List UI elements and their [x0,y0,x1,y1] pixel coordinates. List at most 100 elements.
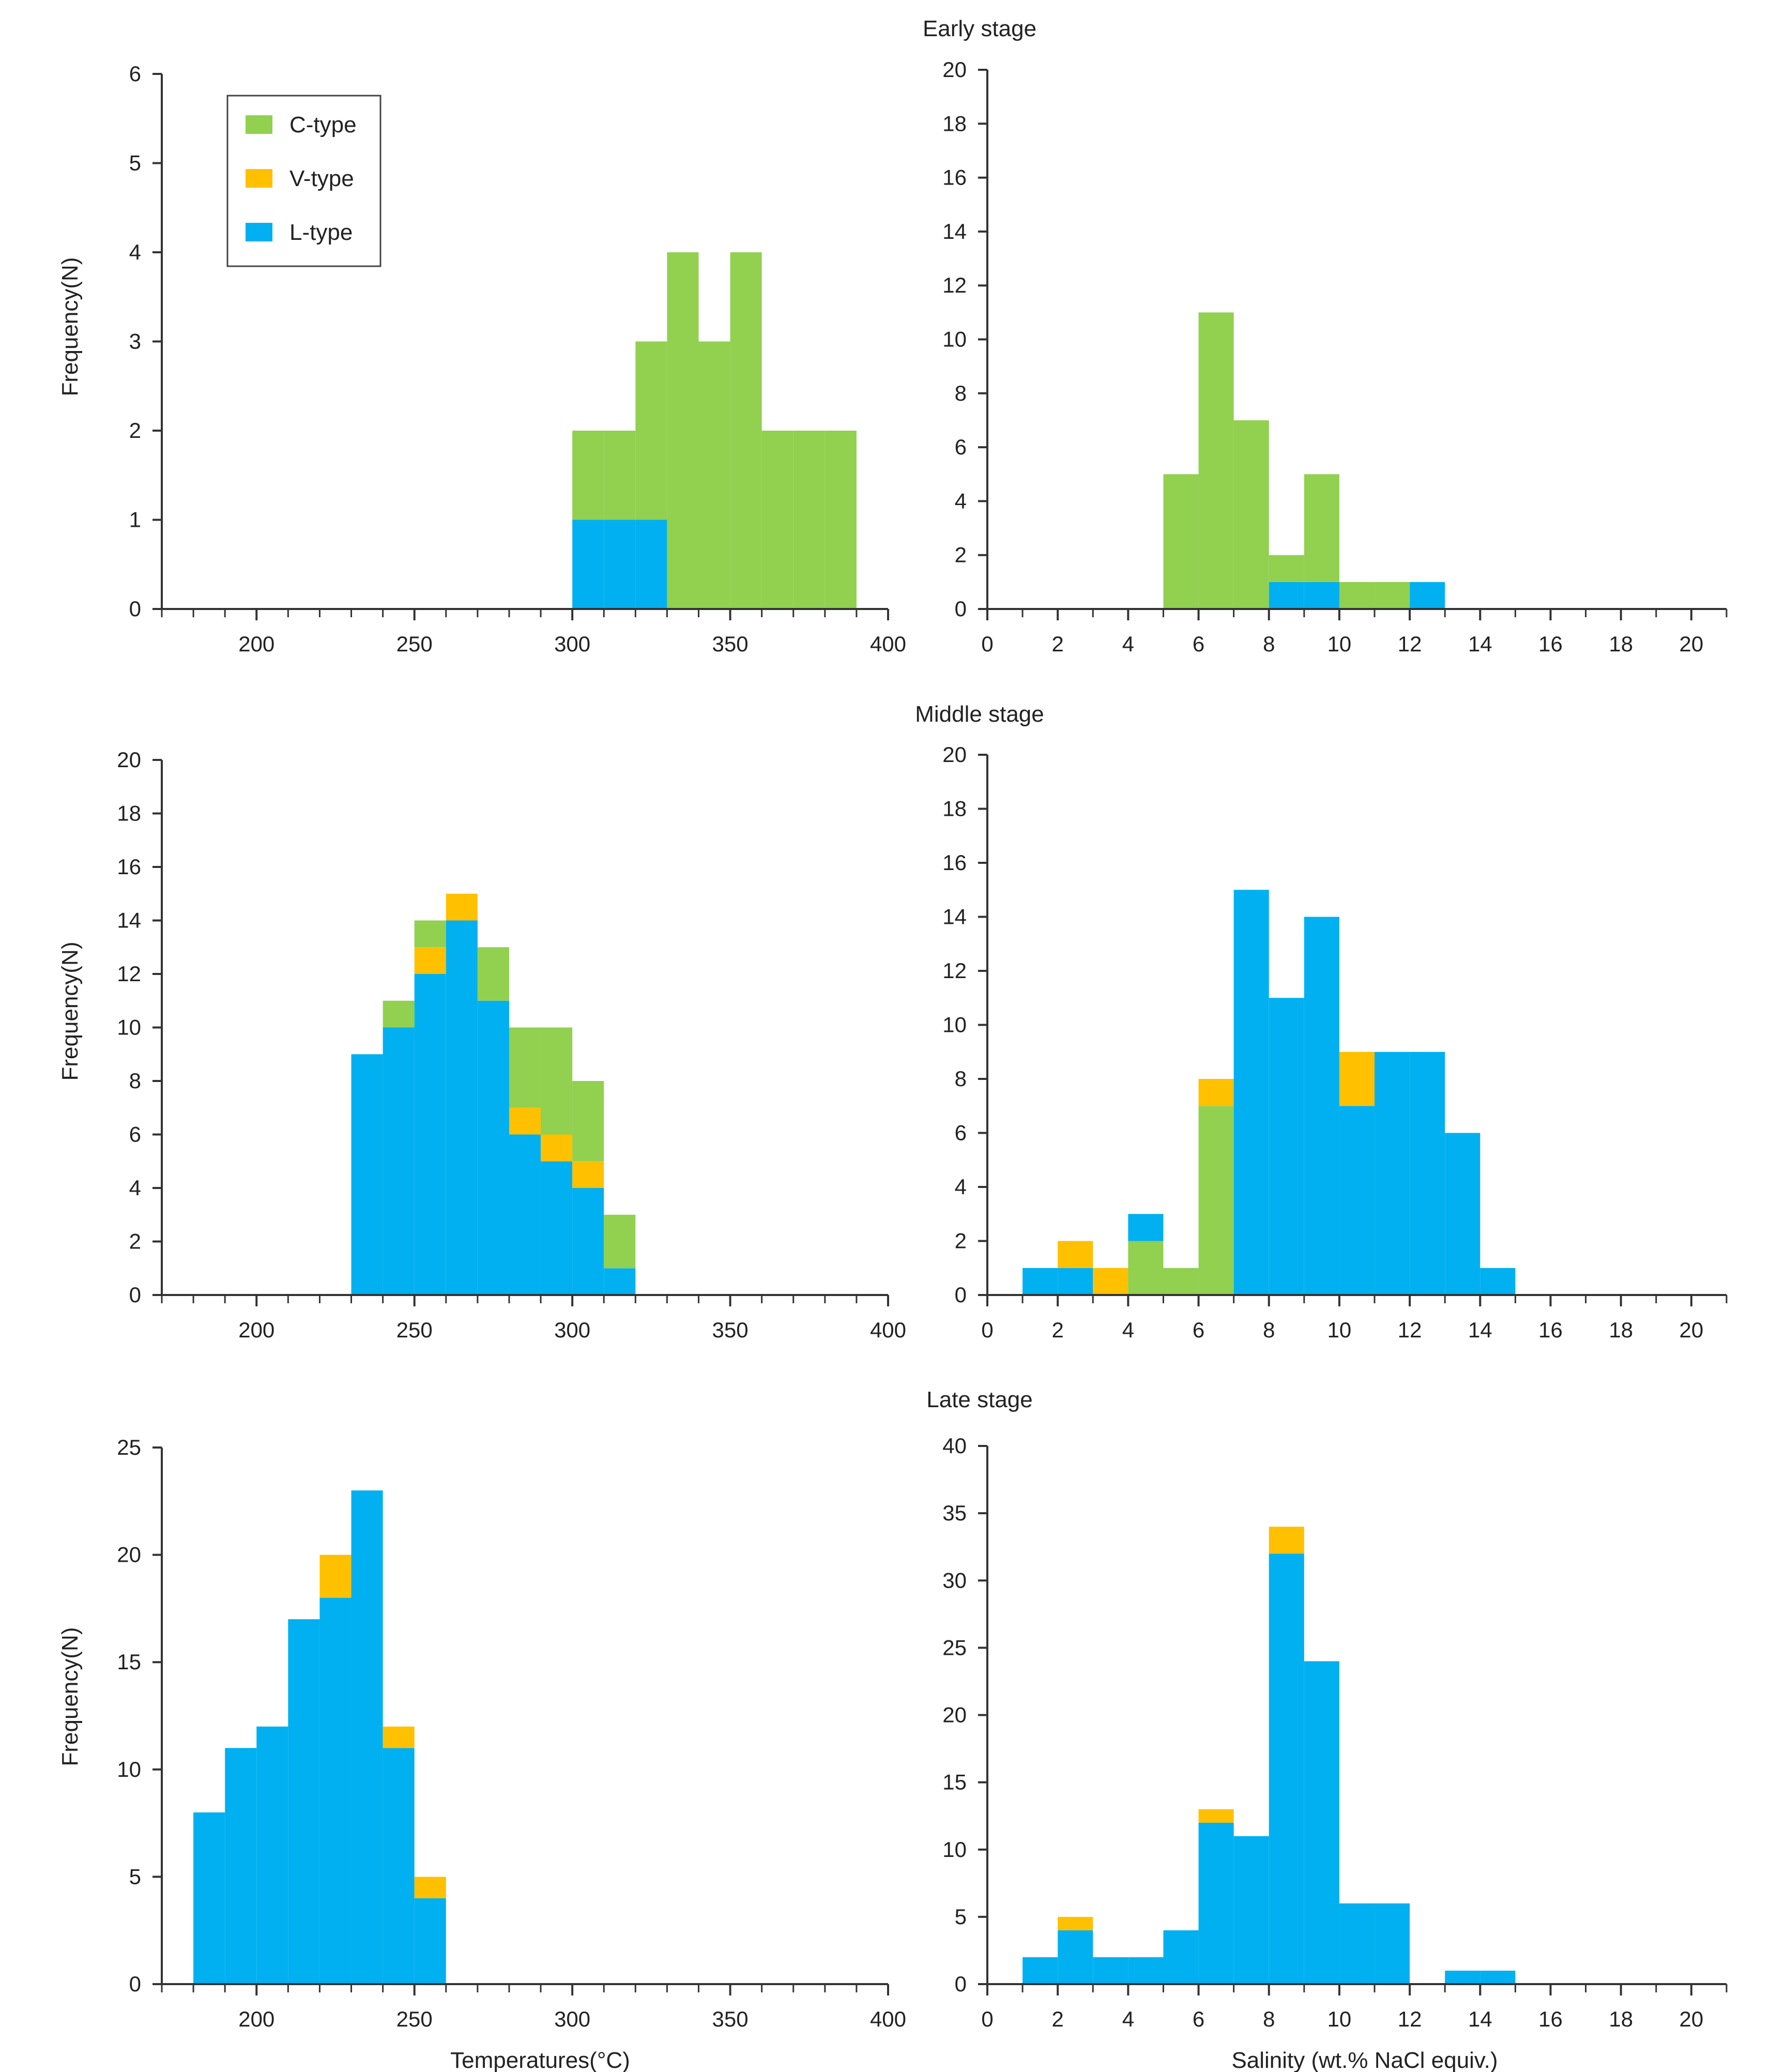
y-tick-label: 16 [942,165,967,190]
bar-early-salinity-l-type-8 [1269,582,1304,609]
bar-middle-temperature-v-type-290 [541,1134,573,1162]
bar-early-temperature-c-type-380 [825,431,857,609]
bar-late-temperature-l-type-240 [383,1748,415,1984]
bar-middle-temperature-c-type-310 [604,1214,636,1269]
y-tick-label: 4 [129,240,141,264]
bar-middle-temperature-l-type-240 [383,1027,415,1295]
bar-early-temperature-c-type-350 [730,252,762,609]
y-tick-label: 16 [117,855,141,879]
stage-title-middle: Middle stage [915,702,1044,727]
y-tick-label: 2 [129,1229,141,1254]
y-tick-label: 20 [117,1543,141,1567]
y-tick-label: 3 [129,329,141,354]
bar-late-salinity-v-type-6 [1198,1809,1234,1823]
bar-middle-temperature-l-type-250 [414,974,446,1295]
y-tick-label: 14 [942,219,967,243]
bar-late-salinity-l-type-3 [1093,1957,1128,1984]
bar-late-temperature-l-type-230 [351,1490,383,1984]
bar-late-salinity-l-type-1 [1022,1957,1058,1984]
bar-early-salinity-l-type-9 [1304,582,1339,609]
x-tick-label: 18 [1609,2007,1633,2031]
bar-middle-salinity-c-type-4 [1128,1241,1164,1295]
xlabel-temperature: Temperatures(°C) [450,2048,630,2072]
y-tick-label: 14 [117,908,141,933]
x-tick-label: 8 [1263,2007,1275,2031]
x-tick-label: 4 [1122,2007,1134,2031]
bar-late-salinity-l-type-6 [1198,1822,1234,1984]
bar-middle-temperature-l-type-310 [604,1268,636,1295]
bar-late-salinity-l-type-10 [1339,1903,1375,1984]
y-tick-label: 0 [955,1283,967,1307]
y-tick-label: 30 [942,1568,967,1592]
bar-late-temperature-v-type-250 [414,1877,446,1898]
y-tick-label: 6 [955,435,967,459]
y-tick-label: 8 [955,1067,967,1091]
bar-middle-salinity-c-type-5 [1163,1268,1199,1295]
stage-title-late: Late stage [926,1387,1033,1412]
y-tick-label: 20 [942,742,967,767]
x-tick-label: 200 [238,632,274,656]
bar-middle-salinity-l-type-10 [1339,1106,1375,1295]
bar-early-temperature-c-type-310 [604,431,636,520]
bar-middle-salinity-l-type-2 [1058,1268,1093,1295]
bar-middle-temperature-l-type-280 [509,1134,541,1295]
y-tick-label: 0 [129,1972,141,1996]
bar-middle-temperature-l-type-300 [572,1188,604,1295]
chart-early-temperature: 0 1 2 3 4 5 6 200 250 300 350 400 [129,62,906,656]
y-tick-label: 5 [955,1905,967,1929]
bar-middle-salinity-l-type-14 [1480,1268,1516,1295]
chart-middle-salinity: 0 2 4 6 8 10 12 14 16 18 20 0 2 4 6 8 10 12 14 16 18 20 [942,742,1728,1342]
bar-late-salinity-v-type-2 [1058,1916,1093,1930]
bar-early-temperature-c-type-330 [667,252,699,609]
bar-middle-temperature-v-type-260 [446,893,478,921]
y-tick-label: 0 [955,597,967,621]
x-tick-label: 2 [1052,2007,1064,2031]
x-tick-label: 250 [396,632,433,656]
y-tick-label: 20 [942,1703,967,1727]
bar-middle-temperature-c-type-300 [572,1081,604,1162]
bar-middle-temperature-c-type-290 [541,1027,573,1135]
bar-early-temperature-c-type-370 [793,431,825,609]
bar-middle-temperature-c-type-250 [414,920,446,948]
bar-early-temperature-c-type-340 [698,341,730,609]
x-tick-label: 4 [1122,1318,1134,1342]
x-tick-label: 6 [1193,2007,1204,2031]
bar-middle-temperature-v-type-280 [509,1107,541,1135]
bar-early-temperature-l-type-320 [635,520,667,609]
bar-middle-salinity-v-type-6 [1198,1079,1234,1106]
xlabel-salinity: Salinity (wt.% NaCl equiv.) [1231,2048,1498,2072]
y-tick-label: 4 [955,1175,967,1199]
bar-late-salinity-l-type-13 [1445,1970,1480,1984]
y-tick-label: 20 [117,748,141,772]
bar-late-temperature-l-type-250 [414,1898,446,1984]
x-tick-label: 16 [1538,632,1563,656]
y-tick-label: 25 [117,1435,141,1459]
x-tick-label: 14 [1468,2007,1492,2031]
x-tick-label: 250 [396,2007,433,2031]
x-tick-label: 12 [1398,632,1422,656]
bar-early-salinity-c-type-7 [1233,420,1269,609]
bar-late-salinity-l-type-4 [1128,1957,1164,1984]
y-tick-label: 35 [942,1501,967,1525]
chart-early-salinity: 0 2 4 6 8 10 12 14 16 18 20 0 2 4 6 8 10 12 14 16 18 20 [942,57,1728,656]
bar-middle-salinity-c-type-6 [1198,1106,1234,1295]
x-tick-label: 16 [1538,1318,1563,1342]
x-tick-label: 350 [712,2007,749,2031]
y-tick-label: 18 [942,111,967,135]
y-tick-label: 6 [129,1122,141,1147]
bar-middle-salinity-l-type-13 [1445,1133,1480,1295]
x-tick-label: 10 [1327,1318,1352,1342]
bar-late-salinity-l-type-14 [1480,1970,1516,1984]
bar-early-salinity-c-type-8 [1269,555,1304,582]
x-tick-label: 300 [554,632,590,656]
legend-swatch-c-type [246,115,272,134]
x-tick-label: 18 [1609,1318,1633,1342]
x-tick-label: 400 [870,1318,906,1342]
bar-middle-salinity-l-type-9 [1304,917,1339,1295]
ylabel-middle: Frequency(N) [57,942,83,1081]
y-tick-label: 16 [942,850,967,875]
y-tick-label: 40 [942,1434,967,1458]
bar-late-salinity-l-type-9 [1304,1661,1339,1984]
y-tick-label: 10 [942,327,967,352]
bar-late-temperature-l-type-210 [288,1619,320,1984]
